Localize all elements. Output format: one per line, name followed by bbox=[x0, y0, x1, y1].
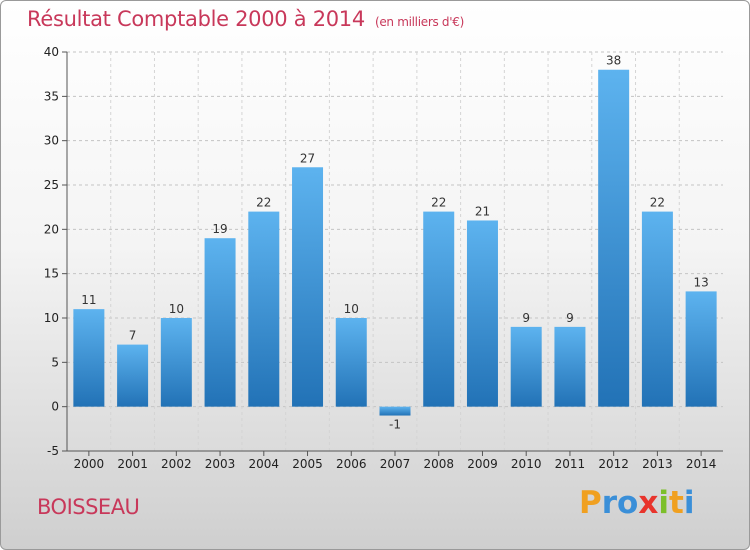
bar-2012 bbox=[598, 69, 630, 407]
x-tick-label: 2008 bbox=[423, 457, 454, 471]
x-tick-label: 2014 bbox=[686, 457, 717, 471]
x-tick-label: 2000 bbox=[74, 457, 105, 471]
y-tick-label: 5 bbox=[51, 355, 59, 369]
x-tick-label: 2007 bbox=[380, 457, 411, 471]
bar-2010 bbox=[510, 326, 542, 407]
proxiti-logo: Proxiti bbox=[579, 485, 694, 521]
logo-letter: x bbox=[638, 485, 659, 521]
x-tick-label: 2003 bbox=[205, 457, 236, 471]
y-tick-label: 20 bbox=[44, 222, 59, 236]
y-tick-label: 35 bbox=[44, 89, 59, 103]
data-label: 13 bbox=[693, 275, 708, 289]
y-tick-label: -5 bbox=[47, 444, 59, 458]
x-tick-label: 2005 bbox=[292, 457, 323, 471]
data-label: 9 bbox=[566, 311, 574, 325]
bars: 11 7 10 19 22 27 10 -1 22 21 9 9 38 22 13 bbox=[73, 54, 717, 432]
x-tick-label: 2009 bbox=[467, 457, 498, 471]
bar-2013 bbox=[641, 211, 673, 407]
y-tick-label: 25 bbox=[44, 178, 59, 192]
y-tick-label: 0 bbox=[51, 400, 59, 414]
data-label: 27 bbox=[300, 151, 315, 165]
bar-2002 bbox=[160, 318, 192, 407]
x-tick-label: 2011 bbox=[555, 457, 586, 471]
x-tick-label: 2012 bbox=[598, 457, 629, 471]
x-tick-label: 2010 bbox=[511, 457, 542, 471]
data-label: 10 bbox=[344, 302, 359, 316]
bar-2003 bbox=[204, 238, 236, 407]
bar-2005 bbox=[292, 167, 324, 407]
data-label: 21 bbox=[475, 204, 490, 218]
chart-title-text: Résultat Comptable 2000 à 2014 bbox=[27, 7, 365, 31]
x-tick-label: 2013 bbox=[642, 457, 673, 471]
x-tick-label: 2006 bbox=[336, 457, 367, 471]
bar-2011 bbox=[554, 326, 586, 407]
bar-2009 bbox=[466, 220, 498, 407]
bar-2004 bbox=[248, 211, 280, 407]
y-tick-label: 40 bbox=[44, 45, 59, 59]
commune-name: BOISSEAU bbox=[37, 495, 140, 519]
data-label: -1 bbox=[389, 418, 401, 432]
logo-letter: r bbox=[601, 485, 618, 521]
data-label: 19 bbox=[212, 222, 227, 236]
x-tick-label: 2004 bbox=[249, 457, 280, 471]
x-tick-label: 2001 bbox=[117, 457, 148, 471]
data-label: 11 bbox=[81, 293, 96, 307]
data-label: 10 bbox=[169, 302, 184, 316]
bar-2000 bbox=[73, 309, 105, 407]
x-tick-label: 2002 bbox=[161, 457, 192, 471]
data-label: 38 bbox=[606, 54, 621, 68]
data-label: 22 bbox=[256, 196, 271, 210]
logo-letter: o bbox=[617, 485, 639, 521]
axes: -5 0 5 10 15 20 25 30 35 40 2000 2001 2002 2003 2004 20… bbox=[44, 45, 723, 471]
data-label: 7 bbox=[129, 329, 137, 343]
chart-subtitle: (en milliers d'€) bbox=[374, 15, 464, 29]
data-label: 9 bbox=[522, 311, 530, 325]
bar-2008 bbox=[423, 211, 455, 407]
data-label: 22 bbox=[650, 196, 665, 210]
data-label: 22 bbox=[431, 196, 446, 210]
logo-letter: t bbox=[668, 485, 684, 521]
y-tick-label: 30 bbox=[44, 134, 59, 148]
chart-title: Résultat Comptable 2000 à 2014 (en millie… bbox=[27, 7, 464, 31]
bar-2007 bbox=[379, 406, 411, 416]
logo-letter: i bbox=[658, 485, 669, 521]
y-tick-label: 15 bbox=[44, 267, 59, 281]
y-tick-label: 10 bbox=[44, 311, 59, 325]
logo-letter: i bbox=[683, 485, 695, 521]
bar-2001 bbox=[117, 344, 149, 407]
bar-2006 bbox=[335, 318, 367, 407]
bar-2014 bbox=[685, 291, 717, 407]
logo-letter: P bbox=[579, 485, 602, 521]
